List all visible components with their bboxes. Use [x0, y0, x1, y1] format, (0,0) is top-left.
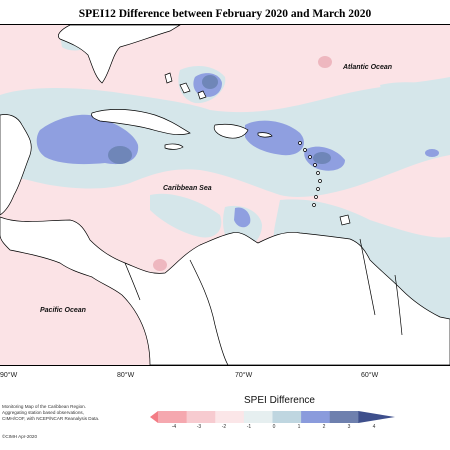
positive-dark-areas — [108, 75, 331, 164]
land-antilles-6 — [318, 179, 322, 183]
legend-colorbar — [150, 410, 395, 429]
map-panel: Atlantic Ocean Caribbean Sea Pacific Oce… — [0, 24, 450, 366]
legend-swatch — [158, 411, 188, 423]
border-col-ven — [189, 259, 229, 365]
land-antilles-4 — [313, 163, 317, 167]
legend-tick-label: -3 — [196, 424, 202, 430]
legend-tick-label: -4 — [171, 424, 177, 430]
border-guyana — [359, 238, 403, 336]
land-bahamas-1 — [164, 72, 173, 84]
legend-swatch — [186, 411, 216, 423]
neg-atlantic-spot — [318, 56, 332, 68]
land-puerto-rico — [257, 132, 273, 138]
lon-60w: 60°W — [361, 372, 379, 379]
land-bahamas-3 — [197, 90, 207, 100]
legend-tick-label: -1 — [246, 424, 252, 430]
pos-light-central — [150, 193, 222, 238]
legend-swatch — [215, 411, 245, 423]
credit-line-1: Monitoring Map of the Caribbean Region. — [2, 404, 87, 409]
land-jamaica — [164, 143, 184, 150]
atlantic-ocean-label: Atlantic Ocean — [343, 64, 393, 71]
land-cuba — [91, 109, 191, 135]
neg-colombia-spot — [153, 259, 167, 271]
spei-map — [0, 25, 450, 365]
land-antilles-8 — [314, 195, 318, 199]
land-masses — [0, 25, 450, 365]
land-trinidad — [339, 214, 351, 226]
lon-80w: 80°W — [117, 372, 135, 379]
legend-swatch — [301, 411, 331, 423]
legend-swatch — [272, 411, 302, 423]
pos-dark-cuba — [108, 146, 132, 164]
legend-tick-label: 4 — [372, 424, 376, 430]
pos-dark-antilles — [313, 152, 331, 164]
pos-light-east-atlantic — [380, 82, 450, 116]
land-antilles-2 — [303, 148, 307, 152]
pos-mid-hispaniola — [245, 120, 304, 156]
legend-tick-label: 1 — [297, 424, 301, 430]
land-florida — [57, 25, 181, 84]
legend-tick-label: 0 — [272, 424, 276, 430]
pacific-ocean-label: Pacific Ocean — [40, 307, 86, 314]
legend-arrow-right — [358, 411, 395, 423]
pos-dark-bahamas — [202, 75, 218, 89]
border-panama — [124, 262, 141, 301]
pos-mid-eastspot — [425, 149, 439, 157]
legend-svg — [150, 411, 395, 423]
map-title: SPEI12 Difference between February 2020 … — [78, 8, 372, 20]
legend-tick-label: -2 — [221, 424, 227, 430]
legend-swatch — [243, 411, 273, 423]
land-antilles-7 — [316, 187, 320, 191]
land-central-south-america — [0, 216, 450, 365]
land-mexico — [0, 114, 32, 216]
land-hispaniola — [213, 123, 249, 139]
negative-mid-areas — [153, 56, 332, 271]
lon-70w: 70°W — [235, 372, 253, 379]
lon-90w: 90°W — [0, 372, 18, 379]
land-antilles-9 — [312, 203, 316, 207]
caribbean-sea-label: Caribbean Sea — [163, 185, 212, 192]
legend-tick-label: 3 — [347, 424, 351, 430]
pos-mid-venezuela — [234, 207, 251, 228]
land-antilles-5 — [316, 171, 320, 175]
legend-tick-label: 2 — [322, 424, 326, 430]
credit-line-4: ©CIMH Apr-2020 — [2, 434, 38, 439]
credit-line-2: Aggregating station based observations, — [2, 410, 84, 415]
land-antilles-3 — [308, 155, 312, 159]
land-bahamas-2 — [179, 82, 191, 94]
legend-title: SPEI Difference — [244, 395, 315, 406]
legend-swatch — [329, 411, 359, 423]
land-antilles-1 — [298, 141, 302, 145]
credit-line-3: CIMH/COF, with NCEP/NCAR Reanalysis Data… — [2, 416, 100, 421]
legend-arrow-left — [150, 411, 158, 423]
